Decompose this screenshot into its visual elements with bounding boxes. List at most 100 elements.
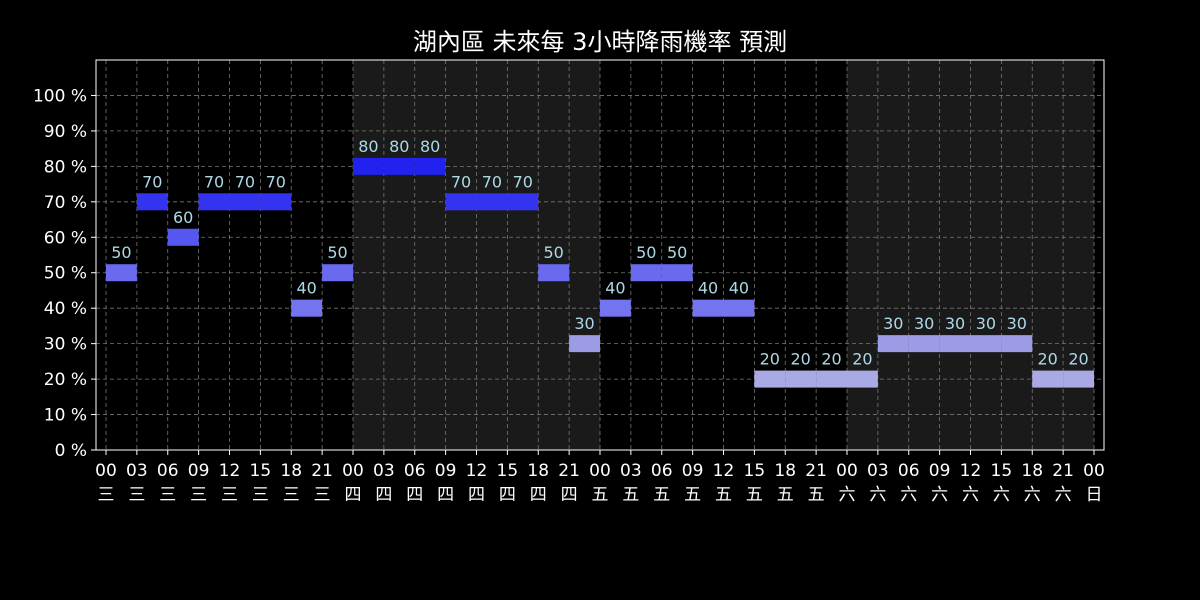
bar-30 — [1032, 370, 1064, 388]
x-tick-day-6: 三 — [283, 485, 300, 505]
value-label-26: 30 — [914, 314, 934, 333]
x-tick-hour-15: 21 — [558, 461, 580, 481]
bar-7 — [322, 264, 353, 282]
bar-2 — [167, 228, 199, 246]
value-label-16: 40 — [605, 279, 625, 298]
value-label-30: 20 — [1038, 350, 1058, 369]
bar-9 — [383, 157, 415, 175]
x-tick-day-19: 五 — [684, 485, 701, 505]
bar-3 — [198, 193, 230, 211]
x-tick-hour-22: 18 — [774, 461, 796, 481]
x-tick-hour-11: 09 — [435, 461, 457, 481]
value-label-11: 70 — [451, 172, 471, 191]
x-tick-day-24: 六 — [839, 485, 856, 505]
x-tick-day-15: 四 — [561, 485, 578, 505]
x-tick-hour-17: 03 — [620, 461, 642, 481]
x-tick-day-25: 六 — [869, 485, 886, 505]
bar-23 — [816, 370, 847, 388]
x-tick-day-2: 三 — [159, 485, 176, 505]
x-tick-hour-1: 03 — [126, 461, 148, 481]
y-tick-label-10: 100 % — [33, 86, 87, 106]
bar-8 — [353, 157, 384, 175]
x-tick-hour-21: 15 — [744, 461, 766, 481]
y-tick-label-0: 0 % — [55, 441, 87, 461]
y-axis: 0 % 10 % 20 % 30 % 40 % 50 % 60 % 70 % 80 % 90 % 1… — [33, 86, 96, 461]
x-tick-day-29: 六 — [993, 485, 1010, 505]
bar-5 — [260, 193, 292, 211]
value-label-0: 50 — [111, 243, 131, 262]
x-tick-day-9: 四 — [375, 485, 392, 505]
x-tick-hour-28: 12 — [960, 461, 982, 481]
x-tick-day-3: 三 — [190, 485, 207, 505]
value-label-14: 50 — [544, 243, 564, 262]
value-label-25: 30 — [883, 314, 903, 333]
value-label-13: 70 — [513, 172, 533, 191]
x-tick-day-22: 五 — [777, 485, 794, 505]
bar-14 — [538, 264, 570, 282]
x-tick-hour-14: 18 — [527, 461, 549, 481]
bar-19 — [692, 299, 724, 317]
x-tick-hour-2: 06 — [157, 461, 179, 481]
value-label-31: 20 — [1068, 350, 1088, 369]
x-tick-day-32: 日 — [1086, 485, 1103, 505]
y-tick-label-6: 60 % — [44, 228, 87, 248]
y-tick-label-8: 80 % — [44, 157, 87, 177]
x-tick-hour-23: 21 — [805, 461, 827, 481]
x-tick-day-28: 六 — [962, 485, 979, 505]
value-label-19: 40 — [698, 279, 718, 298]
bar-31 — [1063, 370, 1094, 388]
bar-21 — [754, 370, 786, 388]
bar-15 — [569, 335, 600, 353]
x-tick-hour-31: 21 — [1052, 461, 1074, 481]
x-tick-hour-19: 09 — [682, 461, 704, 481]
x-tick-day-10: 四 — [406, 485, 423, 505]
y-tick-label-5: 50 % — [44, 264, 87, 284]
plot-frame — [95, 59, 1105, 451]
value-label-10: 80 — [420, 137, 440, 156]
value-label-9: 80 — [389, 137, 409, 156]
value-label-17: 50 — [636, 243, 656, 262]
x-tick-hour-32: 00 — [1083, 461, 1105, 481]
value-label-29: 30 — [1007, 314, 1027, 333]
x-tick-day-21: 五 — [746, 485, 763, 505]
bar-4 — [229, 193, 261, 211]
bar-22 — [785, 370, 817, 388]
value-label-18: 50 — [667, 243, 687, 262]
x-tick-hour-18: 06 — [651, 461, 673, 481]
bar-16 — [600, 299, 631, 317]
value-label-7: 50 — [327, 243, 347, 262]
x-tick-day-31: 六 — [1055, 485, 1072, 505]
bar-12 — [476, 193, 508, 211]
bar-18 — [661, 264, 693, 282]
bar-26 — [908, 335, 940, 353]
bar-27 — [939, 335, 971, 353]
x-tick-day-27: 六 — [931, 485, 948, 505]
bar-0 — [106, 264, 137, 282]
x-tick-day-30: 六 — [1024, 485, 1041, 505]
x-tick-hour-27: 09 — [929, 461, 951, 481]
bar-28 — [970, 335, 1002, 353]
x-tick-hour-3: 09 — [188, 461, 210, 481]
value-label-24: 20 — [852, 350, 872, 369]
bar-25 — [877, 335, 909, 353]
value-label-1: 70 — [142, 172, 162, 191]
x-tick-day-23: 五 — [808, 485, 825, 505]
y-tick-label-3: 30 % — [44, 335, 87, 355]
x-tick-hour-0: 00 — [95, 461, 117, 481]
value-label-23: 20 — [821, 350, 841, 369]
x-tick-hour-12: 12 — [466, 461, 488, 481]
value-label-8: 80 — [358, 137, 378, 156]
x-tick-hour-9: 03 — [373, 461, 395, 481]
x-tick-hour-24: 00 — [836, 461, 858, 481]
x-tick-hour-26: 06 — [898, 461, 920, 481]
value-label-2: 60 — [173, 208, 193, 227]
value-label-21: 20 — [760, 350, 780, 369]
x-axis: 00三03三06三09三12三15三18三21三00四03四06四09四12四1… — [95, 450, 1105, 505]
x-tick-day-8: 四 — [345, 485, 362, 505]
x-tick-hour-29: 15 — [991, 461, 1013, 481]
bar-10 — [414, 157, 446, 175]
x-tick-hour-10: 06 — [404, 461, 426, 481]
x-tick-hour-4: 12 — [219, 461, 241, 481]
value-label-12: 70 — [482, 172, 502, 191]
